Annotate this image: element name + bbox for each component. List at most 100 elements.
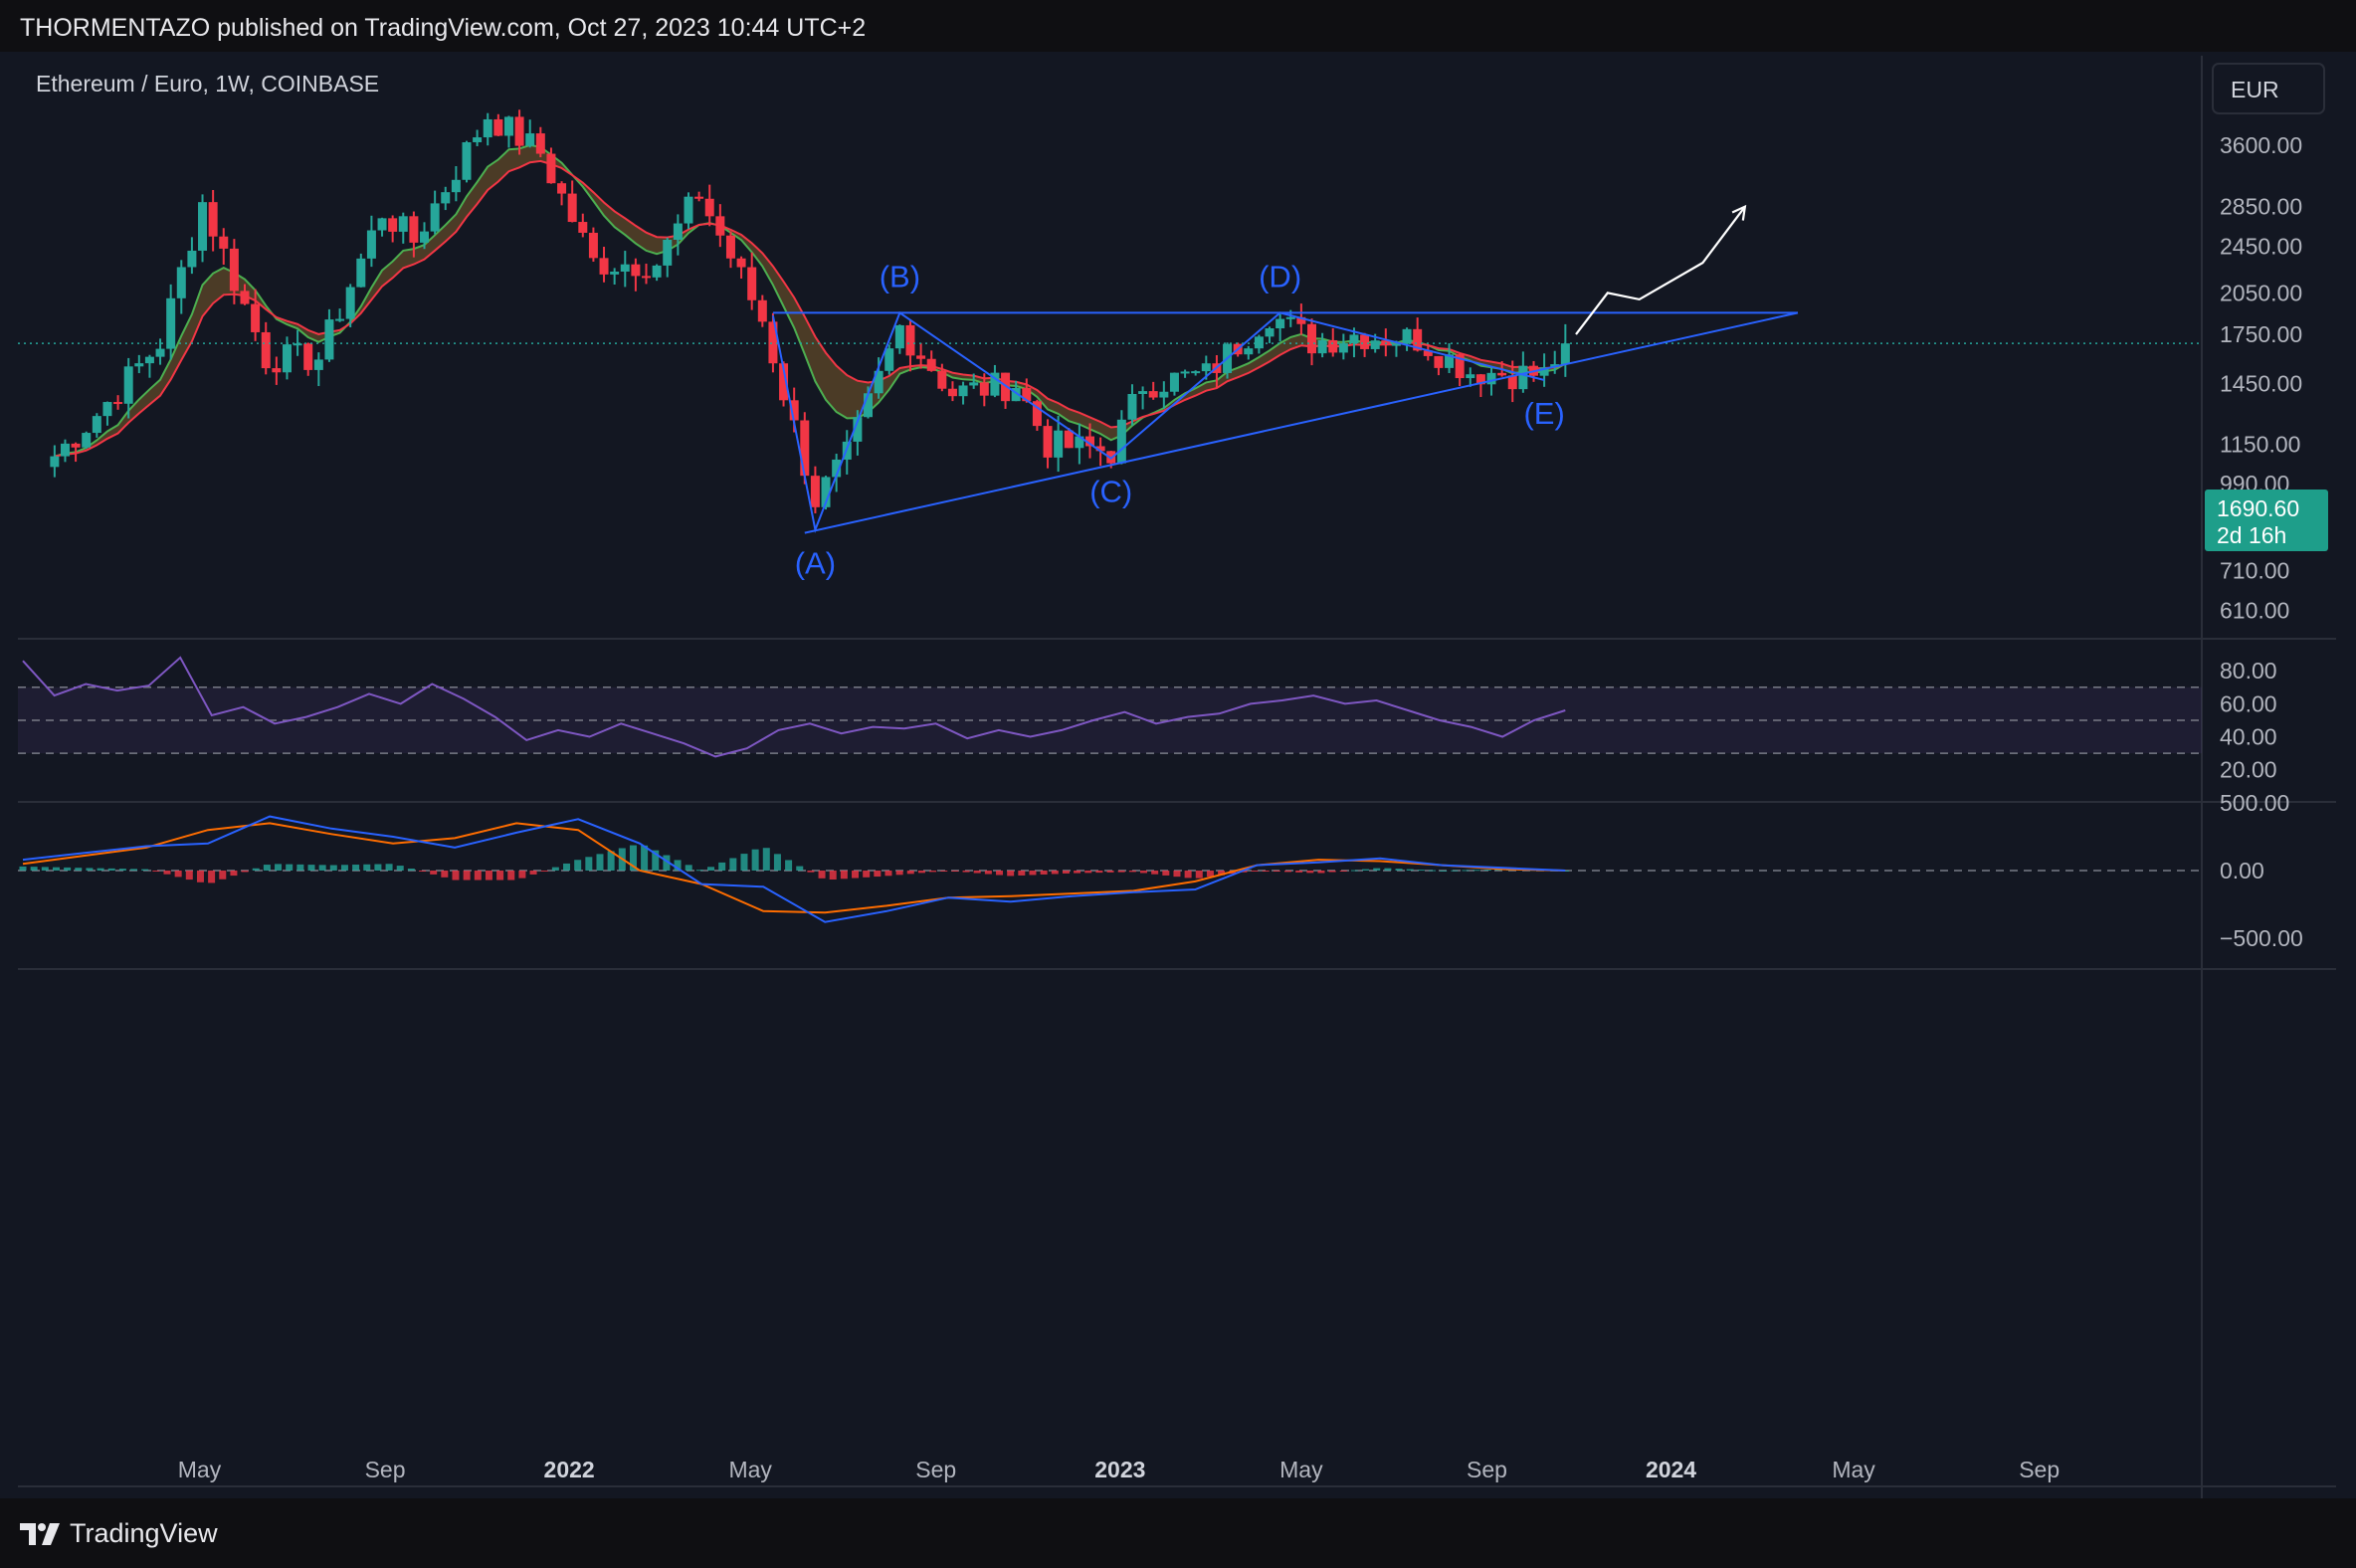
- candle-body: [1423, 350, 1433, 356]
- macd-histogram-bar: [762, 848, 770, 871]
- candle: [884, 344, 894, 375]
- macd-histogram-bar: [852, 871, 860, 879]
- macd-histogram-bar: [940, 871, 948, 872]
- candle-body: [789, 400, 799, 421]
- candle: [990, 364, 1000, 398]
- candle: [313, 352, 323, 387]
- candle-body: [694, 196, 704, 199]
- tradingview-logo[interactable]: TradingView: [20, 1518, 218, 1549]
- macd-histogram-bar: [641, 845, 649, 871]
- candle: [1338, 333, 1348, 360]
- macd-histogram-bar: [1095, 871, 1103, 874]
- macd-histogram-bar: [607, 851, 615, 871]
- chart-frame[interactable]: (A)(B)(C)(D)(E) 4400.003600.002850.00245…: [18, 56, 2336, 1498]
- candle: [430, 190, 440, 235]
- candle: [916, 342, 926, 369]
- candle-body: [832, 459, 842, 478]
- macd-histogram-bar: [1395, 869, 1403, 871]
- macd-histogram-bar: [574, 860, 582, 871]
- price-tick-label: 2050.00: [2220, 280, 2302, 305]
- candle-body: [483, 118, 492, 138]
- candle-body: [652, 265, 662, 278]
- candle-body: [198, 202, 208, 251]
- macd-histogram-bar: [863, 871, 871, 878]
- candle-body: [1085, 436, 1094, 447]
- candle-body: [768, 321, 778, 364]
- macd-histogram-bar: [230, 871, 238, 877]
- candle: [874, 357, 884, 399]
- macd-histogram-bar: [286, 864, 294, 871]
- candle-body: [324, 319, 334, 360]
- price-tick-label: 710.00: [2220, 558, 2289, 584]
- candle: [441, 186, 451, 211]
- candle-body: [1001, 372, 1011, 402]
- candle-body: [1402, 328, 1412, 344]
- candle: [219, 228, 229, 266]
- time-tick-label: 2023: [1094, 1457, 1145, 1482]
- candle-body: [123, 366, 133, 404]
- price-chart[interactable]: (A)(B)(C)(D)(E) 4400.003600.002850.00245…: [18, 56, 2336, 1498]
- macd-histogram-bar: [629, 845, 637, 871]
- candle-body: [535, 133, 545, 154]
- macd-histogram-bar: [551, 867, 559, 871]
- macd-histogram-bar: [929, 871, 937, 873]
- macd-histogram-bar: [674, 860, 682, 871]
- wave-labels: (A) (B) (C) (D) (E): [795, 259, 1565, 580]
- macd-histogram-bar: [1029, 871, 1037, 876]
- candle-body: [1445, 354, 1455, 368]
- macd-histogram-bar: [275, 864, 283, 871]
- candle: [1085, 423, 1094, 459]
- candle-body: [1116, 419, 1126, 464]
- candle: [525, 119, 535, 148]
- candle: [293, 329, 302, 356]
- candle-body: [166, 297, 176, 349]
- candle-body: [409, 216, 419, 243]
- candle-body: [261, 331, 271, 369]
- candle: [725, 231, 735, 269]
- candle: [736, 256, 746, 279]
- candle: [187, 237, 197, 275]
- currency-button[interactable]: EUR: [2212, 63, 2325, 114]
- plot-background: [18, 56, 2202, 1498]
- candle: [92, 413, 101, 438]
- candle: [894, 324, 904, 354]
- macd-histogram-bar: [807, 871, 815, 873]
- candle-body: [1169, 372, 1179, 392]
- candle-body: [958, 385, 968, 397]
- candle: [420, 222, 430, 250]
- candle-body: [144, 356, 154, 364]
- macd-histogram-bar: [307, 865, 315, 871]
- candle: [155, 338, 165, 365]
- candle-body: [1138, 391, 1148, 394]
- publish-bar: THORMENTAZO published on TradingView.com…: [0, 0, 2356, 52]
- candle: [1423, 344, 1433, 361]
- footer: TradingView: [0, 1498, 2356, 1568]
- candle: [144, 354, 154, 378]
- candle-body: [1475, 374, 1485, 385]
- macd-histogram-bar: [97, 868, 104, 871]
- candle: [356, 253, 366, 288]
- candle: [747, 252, 757, 310]
- candle-body: [1127, 393, 1137, 420]
- price-tick-label: 2850.00: [2220, 194, 2302, 220]
- candle: [409, 211, 419, 258]
- macd-histogram-bar: [1284, 871, 1292, 873]
- macd-histogram-bar: [1007, 871, 1015, 877]
- candle-body: [747, 267, 757, 300]
- triangle-lines[interactable]: [771, 204, 1799, 534]
- candle-body: [990, 372, 1000, 396]
- macd-histogram-bar: [1151, 871, 1159, 875]
- macd-histogram-bar: [1306, 871, 1314, 874]
- candle: [198, 194, 208, 263]
- macd-histogram-bar: [296, 864, 304, 871]
- wave-label: (E): [1523, 396, 1564, 431]
- macd-histogram-bar: [1184, 871, 1192, 879]
- candle: [1507, 360, 1517, 403]
- macd-histogram-bar: [507, 871, 515, 881]
- macd-histogram-bar: [118, 869, 126, 871]
- candle-body: [736, 258, 746, 268]
- price-tick-label: 1150.00: [2220, 432, 2300, 458]
- candle: [503, 115, 513, 148]
- candle-body: [493, 118, 503, 136]
- candle-body: [514, 116, 524, 146]
